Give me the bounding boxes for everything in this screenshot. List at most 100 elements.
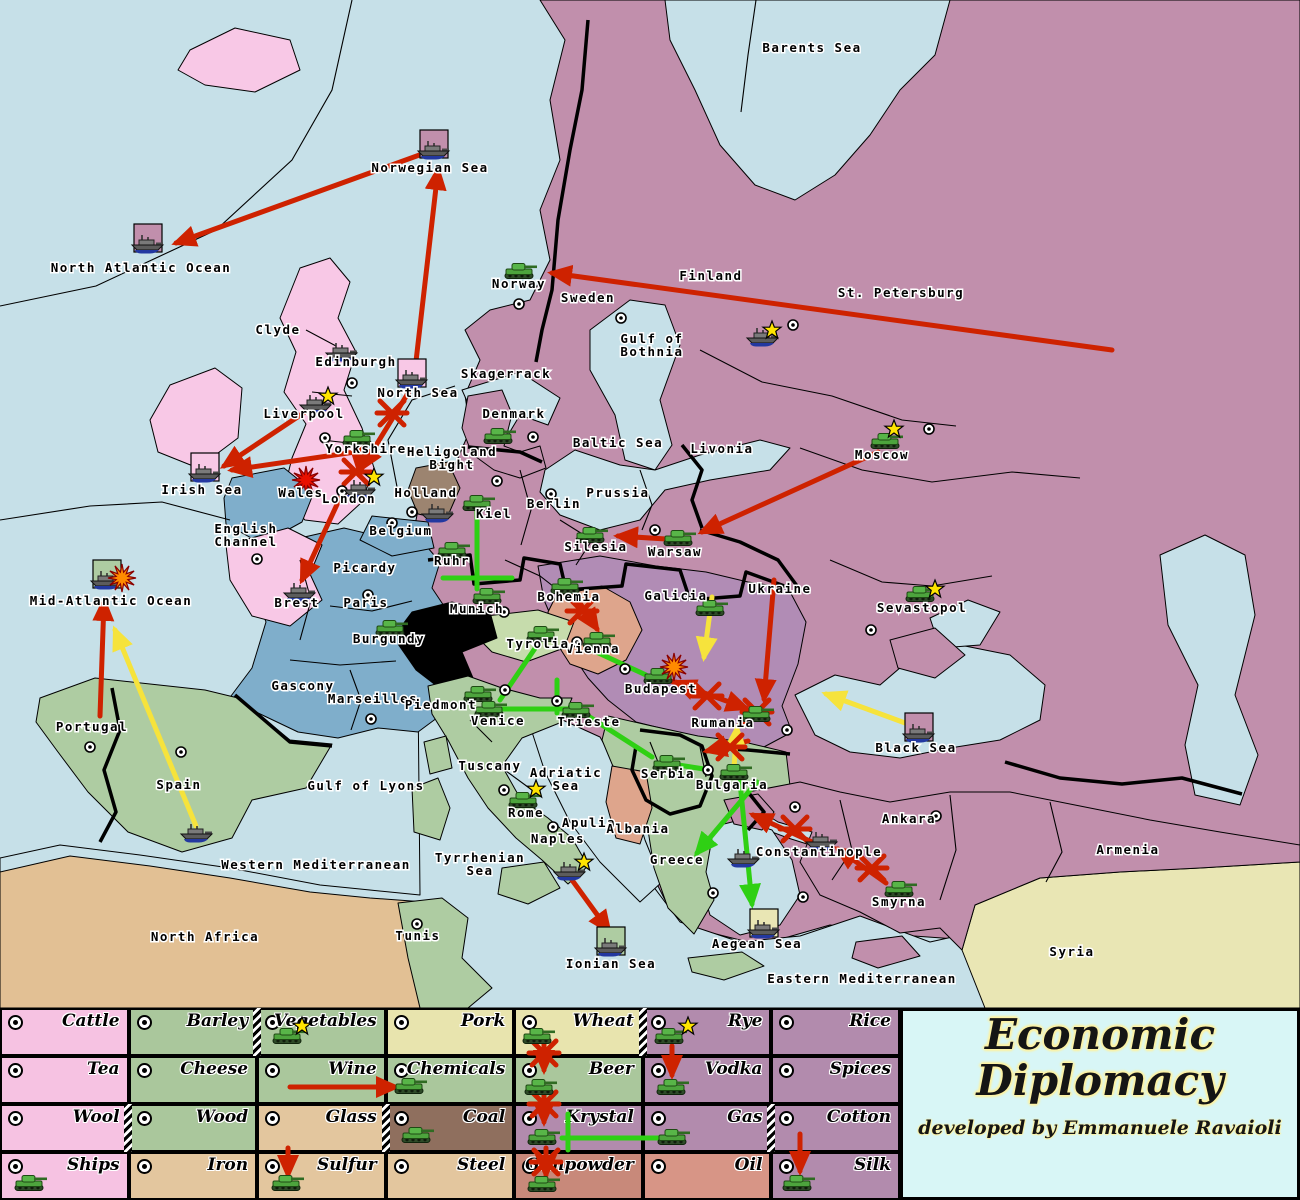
national-border bbox=[680, 443, 704, 529]
market-cell-iron[interactable]: Iron bbox=[128, 1152, 258, 1200]
commodity-radio-icon[interactable] bbox=[136, 1111, 152, 1126]
region-corsica[interactable] bbox=[423, 735, 453, 775]
region-north-africa[interactable] bbox=[0, 855, 446, 1008]
market-cell-wine[interactable]: Wine bbox=[257, 1056, 386, 1104]
market-cell-silk[interactable]: Silk bbox=[771, 1152, 900, 1200]
commodity-radio-icon[interactable] bbox=[650, 1159, 666, 1174]
market-cell-beer[interactable]: Beer bbox=[514, 1056, 643, 1104]
market-cell-rye[interactable]: Rye bbox=[642, 1008, 772, 1056]
commodity-label: Barley bbox=[186, 1011, 249, 1031]
market-cell-rice[interactable]: Rice bbox=[771, 1008, 900, 1056]
province-border bbox=[0, 501, 231, 521]
province-border bbox=[1045, 801, 1063, 883]
province-border bbox=[289, 659, 397, 666]
commodity-radio-icon[interactable] bbox=[136, 1159, 152, 1174]
commodity-label: Vegetables bbox=[273, 1011, 377, 1031]
market-cell-wheat[interactable]: Wheat bbox=[514, 1008, 643, 1056]
market-cell-oil[interactable]: Oil bbox=[642, 1152, 772, 1200]
commodity-radio-icon[interactable] bbox=[779, 1015, 795, 1030]
market-cell-coal[interactable]: Coal bbox=[385, 1104, 515, 1152]
province-border bbox=[699, 349, 957, 427]
region-cyprus[interactable] bbox=[851, 935, 921, 969]
national-border bbox=[233, 693, 333, 748]
market-cell-tea[interactable]: Tea bbox=[0, 1056, 129, 1104]
commodity-radio-icon[interactable] bbox=[650, 1063, 666, 1078]
market-cell-gunpowder[interactable]: Gunpowder bbox=[514, 1152, 643, 1200]
commodity-radio-icon[interactable] bbox=[393, 1111, 409, 1126]
commodity-label: Coal bbox=[462, 1107, 506, 1127]
commodity-radio-icon[interactable] bbox=[779, 1111, 795, 1126]
commodity-radio-icon[interactable] bbox=[522, 1111, 538, 1126]
region-belgium[interactable] bbox=[359, 515, 435, 557]
commodity-radio-icon[interactable] bbox=[650, 1015, 666, 1030]
market-cell-sulfur[interactable]: Sulfur bbox=[257, 1152, 386, 1200]
national-border bbox=[1004, 760, 1243, 796]
commodity-label: Cheese bbox=[180, 1059, 249, 1079]
market-cell-steel[interactable]: Steel bbox=[385, 1152, 515, 1200]
commodity-radio-icon[interactable] bbox=[522, 1015, 538, 1030]
province-border bbox=[939, 794, 957, 901]
region-caspian-sea[interactable] bbox=[1159, 534, 1259, 806]
commodity-label: Tea bbox=[87, 1059, 120, 1079]
region-crete[interactable] bbox=[687, 951, 765, 981]
commodity-label: Rice bbox=[849, 1011, 891, 1031]
province-border bbox=[349, 669, 362, 731]
trade-route-hatched-border bbox=[767, 1104, 775, 1152]
market-cell-cotton[interactable]: Cotton bbox=[771, 1104, 900, 1152]
region-crimea[interactable] bbox=[889, 627, 966, 679]
commodity-radio-icon[interactable] bbox=[779, 1159, 795, 1174]
market-cell-ships[interactable]: Ships bbox=[0, 1152, 129, 1200]
market-cell-wool[interactable]: Wool bbox=[0, 1104, 129, 1152]
province-border bbox=[639, 469, 653, 531]
commodity-radio-icon[interactable] bbox=[650, 1111, 666, 1126]
province-border bbox=[519, 469, 532, 546]
commodity-radio-icon[interactable] bbox=[265, 1111, 281, 1126]
commodity-radio-icon[interactable] bbox=[779, 1063, 795, 1078]
commodity-label: Steel bbox=[457, 1155, 506, 1175]
commodity-radio-icon[interactable] bbox=[136, 1015, 152, 1030]
commodity-label: Wine bbox=[328, 1059, 377, 1079]
market-cell-cheese[interactable]: Cheese bbox=[128, 1056, 258, 1104]
market-cell-vegetables[interactable]: Vegetables bbox=[257, 1008, 386, 1056]
game-credit: developed by Emmanuele Ravaioli bbox=[918, 1117, 1282, 1139]
market-cell-glass[interactable]: Glass bbox=[257, 1104, 386, 1152]
market-cell-chemicals[interactable]: Chemicals bbox=[385, 1056, 515, 1104]
commodity-radio-icon[interactable] bbox=[8, 1159, 23, 1174]
commodity-radio-icon[interactable] bbox=[265, 1015, 281, 1030]
commodity-radio-icon[interactable] bbox=[393, 1159, 409, 1174]
region-brest-region[interactable] bbox=[225, 527, 323, 627]
national-border bbox=[427, 553, 791, 602]
commodity-radio-icon[interactable] bbox=[8, 1063, 23, 1078]
commodity-label: Gunpowder bbox=[525, 1155, 634, 1175]
commodity-label: Rye bbox=[727, 1011, 763, 1031]
market-cell-pork[interactable]: Pork bbox=[385, 1008, 515, 1056]
commodity-radio-icon[interactable] bbox=[393, 1063, 409, 1078]
trade-route-hatched-border bbox=[382, 1104, 390, 1152]
market-cell-wood[interactable]: Wood bbox=[128, 1104, 258, 1152]
region-sicily[interactable] bbox=[497, 861, 561, 905]
commodity-label: Beer bbox=[588, 1059, 634, 1079]
market-cell-gas[interactable]: Gas bbox=[642, 1104, 772, 1152]
region-turkey[interactable] bbox=[747, 781, 1300, 951]
trade-route-hatched-border bbox=[253, 1008, 261, 1056]
commodity-label: Iron bbox=[207, 1155, 249, 1175]
commodity-radio-icon[interactable] bbox=[8, 1111, 23, 1126]
region-barents-sea[interactable] bbox=[664, 0, 951, 201]
commodity-radio-icon[interactable] bbox=[8, 1015, 23, 1030]
market-cell-vodka[interactable]: Vodka bbox=[642, 1056, 772, 1104]
market-cell-krystal[interactable]: Krystal bbox=[514, 1104, 643, 1152]
market-cell-spices[interactable]: Spices bbox=[771, 1056, 900, 1104]
market-cell-barley[interactable]: Barley bbox=[128, 1008, 258, 1056]
commodity-label: Pork bbox=[460, 1011, 506, 1031]
game-title-line1: Economic bbox=[984, 1010, 1216, 1059]
region-sardinia[interactable] bbox=[411, 777, 451, 841]
national-border bbox=[534, 19, 590, 363]
commodity-radio-icon[interactable] bbox=[265, 1063, 281, 1078]
market-cell-cattle[interactable]: Cattle bbox=[0, 1008, 129, 1056]
commodity-radio-icon[interactable] bbox=[393, 1015, 409, 1030]
commodity-radio-icon[interactable] bbox=[136, 1063, 152, 1078]
commodity-radio-icon[interactable] bbox=[265, 1159, 281, 1174]
region-iceland[interactable] bbox=[177, 27, 301, 93]
region-black-sea[interactable] bbox=[794, 644, 1046, 759]
commodity-radio-icon[interactable] bbox=[522, 1063, 538, 1078]
